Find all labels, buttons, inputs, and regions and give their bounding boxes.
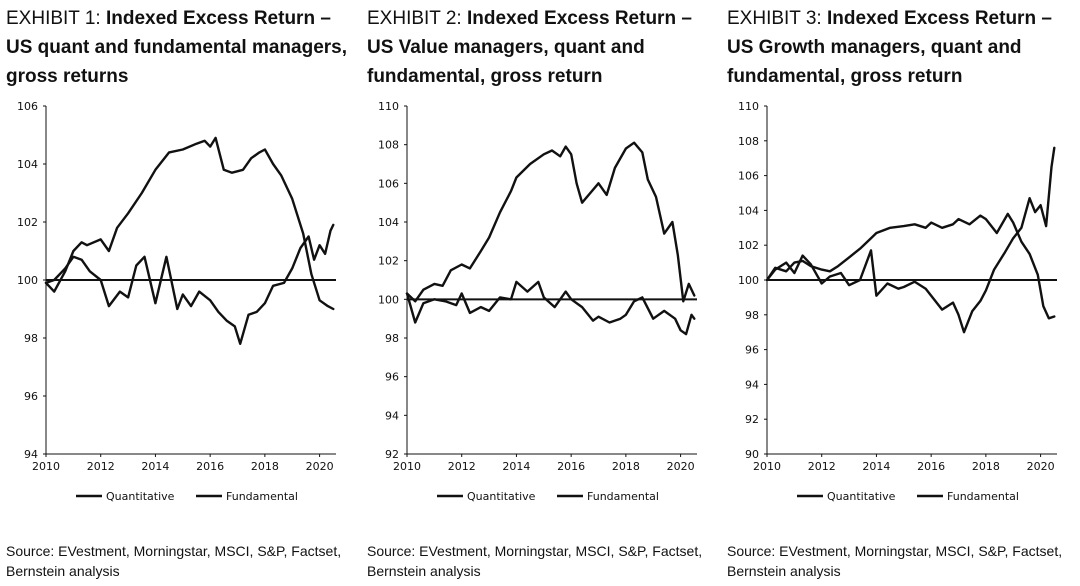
series-line-quantitative bbox=[44, 136, 335, 311]
x-tick-label: 2012 bbox=[808, 460, 836, 473]
x-tick-label: 2014 bbox=[502, 460, 530, 473]
y-tick-label: 104 bbox=[17, 158, 38, 171]
y-tick-label: 100 bbox=[378, 293, 399, 306]
exhibit-2-source: Source: EVestment, Morningstar, MSCI, S&… bbox=[367, 543, 703, 579]
y-tick-label: 100 bbox=[738, 274, 759, 287]
exhibit-3-title: EXHIBIT 3: Indexed Excess Return – US Gr… bbox=[727, 4, 1077, 91]
y-tick-label: 108 bbox=[738, 135, 759, 148]
legend-label-quantitative: Quantitative bbox=[827, 490, 896, 503]
legend-label-fundamental: Fundamental bbox=[226, 490, 298, 503]
x-tick-label: 2020 bbox=[667, 460, 695, 473]
y-tick-label: 98 bbox=[745, 309, 759, 322]
y-tick-label: 102 bbox=[378, 255, 399, 268]
y-tick-label: 98 bbox=[24, 332, 38, 345]
series-line-fundamental bbox=[405, 280, 696, 336]
x-tick-label: 2010 bbox=[393, 460, 421, 473]
y-tick-label: 98 bbox=[385, 332, 399, 345]
legend-label-quantitative: Quantitative bbox=[106, 490, 175, 503]
x-tick-label: 2016 bbox=[196, 460, 224, 473]
exhibit-3-panel: EXHIBIT 3: Indexed Excess Return – US Gr… bbox=[721, 0, 1080, 586]
x-tick-label: 2012 bbox=[448, 460, 476, 473]
y-tick-label: 100 bbox=[17, 274, 38, 287]
legend-label-quantitative: Quantitative bbox=[467, 490, 536, 503]
y-tick-label: 94 bbox=[745, 378, 759, 391]
x-tick-label: 2014 bbox=[141, 460, 169, 473]
x-tick-label: 2018 bbox=[972, 460, 1000, 473]
y-tick-label: 110 bbox=[738, 100, 759, 113]
exhibit-3-chart: 90 92 94 96 98 100 102 104 106 108 110 2010 2012 2014… bbox=[738, 100, 1057, 503]
series-line-fundamental bbox=[44, 223, 335, 345]
x-tick-label: 2010 bbox=[753, 460, 781, 473]
exhibit-2-panel: EXHIBIT 2: Indexed Excess Return – US Va… bbox=[361, 0, 721, 586]
exhibit-1-heading: Indexed Excess Return – US quant and fun… bbox=[6, 8, 347, 87]
y-tick-label: 90 bbox=[745, 448, 759, 461]
y-tick-label: 104 bbox=[738, 204, 759, 217]
y-tick-label: 102 bbox=[17, 216, 38, 229]
x-tick-label: 2018 bbox=[251, 460, 279, 473]
x-tick-label: 2010 bbox=[32, 460, 60, 473]
exhibit-3-heading: Indexed Excess Return – US Growth manage… bbox=[727, 8, 1052, 87]
y-tick-label: 96 bbox=[745, 344, 759, 357]
series-line-quantitative bbox=[405, 141, 696, 303]
y-tick-label: 92 bbox=[385, 448, 399, 461]
x-tick-label: 2016 bbox=[917, 460, 945, 473]
exhibit-2-heading: Indexed Excess Return – US Value manager… bbox=[367, 8, 692, 87]
y-tick-label: 102 bbox=[738, 239, 759, 252]
exhibit-3-number: EXHIBIT 3: bbox=[727, 8, 822, 29]
y-tick-label: 106 bbox=[738, 170, 759, 183]
y-tick-label: 104 bbox=[378, 216, 399, 229]
exhibit-2-number: EXHIBIT 2: bbox=[367, 8, 462, 29]
y-tick-label: 94 bbox=[385, 409, 399, 422]
y-tick-label: 106 bbox=[17, 100, 38, 113]
exhibit-1-title: EXHIBIT 1: Indexed Excess Return – US qu… bbox=[6, 4, 356, 91]
x-tick-label: 2020 bbox=[1027, 460, 1055, 473]
y-tick-label: 94 bbox=[24, 448, 38, 461]
x-tick-label: 2012 bbox=[87, 460, 115, 473]
x-tick-label: 2016 bbox=[557, 460, 585, 473]
y-tick-label: 106 bbox=[378, 177, 399, 190]
series-line-fundamental bbox=[765, 146, 1056, 334]
x-tick-label: 2014 bbox=[862, 460, 890, 473]
x-tick-label: 2018 bbox=[612, 460, 640, 473]
x-tick-label: 2020 bbox=[306, 460, 334, 473]
exhibit-1-source: Source: EVestment, Morningstar, MSCI, S&… bbox=[6, 543, 342, 579]
legend-label-fundamental: Fundamental bbox=[947, 490, 1019, 503]
exhibit-1-number: EXHIBIT 1: bbox=[6, 8, 101, 29]
y-tick-label: 108 bbox=[378, 139, 399, 152]
series-line-quantitative bbox=[765, 212, 1056, 320]
y-tick-label: 96 bbox=[24, 390, 38, 403]
exhibit-1-panel: EXHIBIT 1: Indexed Excess Return – US qu… bbox=[0, 0, 360, 586]
exhibit-3-source: Source: EVestment, Morningstar, MSCI, S&… bbox=[727, 543, 1063, 579]
exhibit-2-title: EXHIBIT 2: Indexed Excess Return – US Va… bbox=[367, 4, 717, 91]
exhibit-1-chart: 94 96 98 100 102 104 106 2010 2012 2014 2016 2018 20… bbox=[17, 100, 336, 503]
exhibit-2-chart: 92 94 96 98 100 102 104 106 108 110 2010 2012 2014 20… bbox=[378, 100, 697, 503]
y-tick-label: 110 bbox=[378, 100, 399, 113]
y-tick-label: 92 bbox=[745, 413, 759, 426]
legend-label-fundamental: Fundamental bbox=[587, 490, 659, 503]
y-tick-label: 96 bbox=[385, 371, 399, 384]
